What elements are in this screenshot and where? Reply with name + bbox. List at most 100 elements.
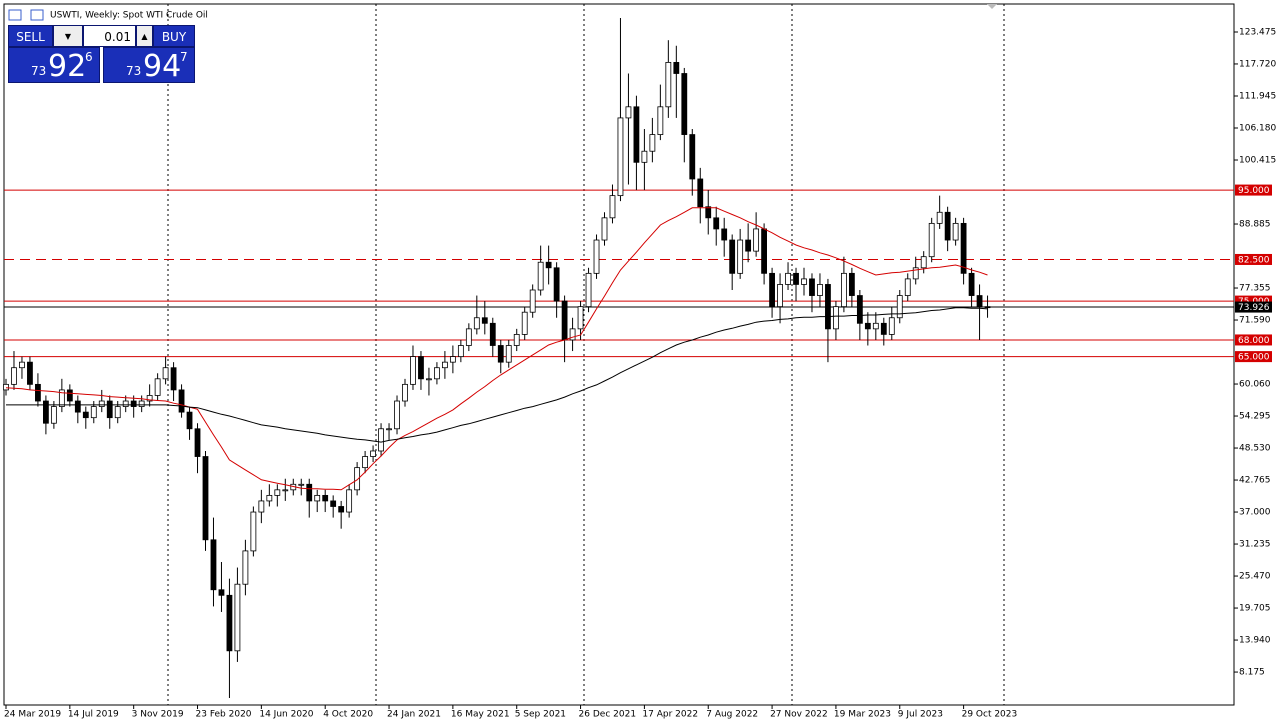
candle-body (721, 228, 728, 241)
candle-body (338, 506, 345, 513)
candle-body (58, 389, 65, 407)
y-tick-label: 31.235 (1239, 540, 1271, 550)
candle-body (513, 334, 520, 346)
level-label-box (1235, 253, 1272, 265)
chart-title: USWTI, Weekly: Spot WTI Crude Oil (50, 11, 208, 21)
y-tick-label: 106.180 (1239, 124, 1276, 134)
level-label: 82.500 (1238, 255, 1270, 265)
y-tick-label: 88.885 (1239, 220, 1271, 230)
candle-body (601, 217, 608, 241)
y-tick-label: 117.720 (1239, 59, 1276, 69)
candle-body (178, 389, 185, 413)
level-label: 65.000 (1238, 353, 1270, 363)
candle-body (912, 267, 919, 280)
x-tick-label: 4 Oct 2020 (323, 710, 373, 720)
candle-body (138, 400, 145, 407)
candle-body (593, 239, 600, 274)
candle-body (904, 278, 911, 296)
shift-marker (987, 4, 997, 9)
x-tick-label: 9 Jul 2023 (898, 710, 943, 720)
candle-body (402, 383, 408, 402)
candle-body (537, 261, 544, 291)
candle-body (122, 400, 129, 407)
candle-body (649, 134, 656, 152)
candle-body (394, 400, 400, 430)
x-tick-label: 14 Jul 2019 (68, 710, 119, 720)
candle-body (90, 406, 97, 419)
ask-quote[interactable]: 73 94 7 (103, 47, 195, 84)
x-tick-label: 16 May 2021 (451, 710, 510, 720)
candle-body (745, 239, 752, 252)
candle-body (657, 106, 664, 135)
x-tick-label: 26 Dec 2021 (579, 710, 637, 720)
candle-body (864, 322, 871, 330)
candle-body (817, 284, 823, 296)
candle-body (497, 345, 504, 363)
candle-body (434, 367, 440, 380)
candle-body (825, 284, 831, 330)
level-label: 95.000 (1238, 186, 1270, 196)
candle-body (809, 278, 815, 296)
bid-big: 92 (48, 49, 87, 84)
candle-body (793, 272, 799, 285)
candle-body (330, 500, 337, 507)
candle-body (960, 222, 967, 274)
y-tick-label: 48.530 (1239, 444, 1271, 454)
moving-average (5, 207, 988, 491)
candle-body (785, 272, 791, 285)
y-tick-label: 37.000 (1239, 508, 1271, 518)
candle-body (82, 411, 89, 419)
candle-body (769, 272, 775, 308)
x-tick-label: 19 Mar 2023 (834, 710, 891, 720)
level-label-box (1235, 334, 1272, 346)
candle-body (194, 428, 201, 457)
x-tick-label: 23 Feb 2020 (196, 710, 252, 720)
level-label-box (1235, 351, 1272, 363)
candle-body (944, 211, 951, 241)
candle-body (841, 272, 847, 308)
candle-body (226, 594, 233, 652)
candle-body (577, 306, 584, 330)
x-tick-label: 24 Jan 2021 (387, 710, 441, 720)
candle-body (322, 494, 329, 502)
candle-body (258, 500, 265, 513)
candle-body (705, 206, 712, 219)
candle-body (976, 295, 983, 308)
ask-prefix: 73 (126, 64, 142, 78)
bid-quote[interactable]: 73 92 6 (8, 47, 100, 84)
period-separators (167, 4, 1005, 705)
candle-body (314, 494, 321, 502)
candle-body (737, 239, 744, 274)
moving-average (6, 307, 988, 443)
icon[interactable] (30, 9, 44, 21)
candle-body (481, 317, 488, 324)
candle-body (202, 456, 209, 541)
candle-body (298, 483, 305, 486)
lot-up[interactable]: ▲ (136, 25, 153, 47)
candle-body (43, 400, 49, 424)
candle-body (872, 322, 879, 330)
candle-body (27, 361, 33, 385)
candle-body (386, 428, 392, 431)
x-tick-label: 5 Sep 2021 (515, 710, 566, 720)
buy-button[interactable]: BUY (153, 25, 195, 47)
candle-body (753, 228, 760, 252)
candle-body (697, 178, 704, 208)
lot-down[interactable]: ▼ (53, 25, 83, 47)
candle-body (114, 406, 121, 419)
candle-body (609, 195, 616, 219)
y-tick-label: 111.945 (1239, 92, 1276, 102)
y-tick-label: 19.705 (1239, 604, 1271, 614)
candle-body (410, 356, 416, 385)
lot-input[interactable]: 0.01 (83, 25, 136, 47)
candle-body (465, 328, 472, 346)
sell-button[interactable]: SELL (8, 25, 53, 47)
candle-body (74, 400, 81, 413)
candle-body (856, 295, 863, 324)
candle-body (665, 61, 672, 108)
y-tick-label: 100.415 (1239, 156, 1276, 166)
candle-body (833, 306, 839, 330)
candle-body (920, 256, 927, 269)
candle-body (617, 117, 624, 197)
